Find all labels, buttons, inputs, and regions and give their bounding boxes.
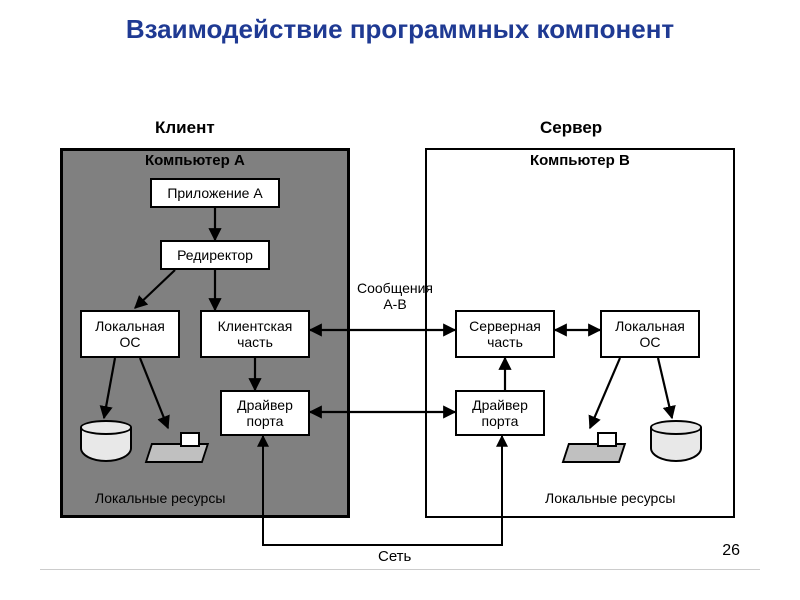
cylinder-resource-a <box>80 420 132 462</box>
client-header: Клиент <box>155 118 215 138</box>
box-local-os-b: Локальная ОС <box>600 310 700 358</box>
box-server-part: Серверная часть <box>455 310 555 358</box>
server-panel-label: Компьютер B <box>530 152 630 169</box>
caption-local-res-a: Локальные ресурсы <box>95 490 225 506</box>
cylinder-resource-b <box>650 420 702 462</box>
page-title: Взаимодействие программных компонент <box>0 14 800 45</box>
caption-messages: Сообщения A-B <box>357 280 433 312</box>
caption-local-res-b: Локальные ресурсы <box>545 490 675 506</box>
footer-rule <box>40 569 760 570</box>
nic-shape-a <box>148 432 206 462</box>
caption-network: Сеть <box>378 548 411 565</box>
page-number: 26 <box>722 542 740 560</box>
box-local-os-a: Локальная ОС <box>80 310 180 358</box>
client-panel-label: Компьютер A <box>145 152 245 169</box>
box-driver-b: Драйвер порта <box>455 390 545 436</box>
box-redirector: Редиректор <box>160 240 270 270</box>
nic-shape-b <box>565 432 623 462</box>
box-client-part: Клиентская часть <box>200 310 310 358</box>
server-header: Сервер <box>540 118 602 138</box>
diagram-root: Взаимодействие программных компонент Кли… <box>0 0 800 600</box>
box-driver-a: Драйвер порта <box>220 390 310 436</box>
box-application-a: Приложение A <box>150 178 280 208</box>
